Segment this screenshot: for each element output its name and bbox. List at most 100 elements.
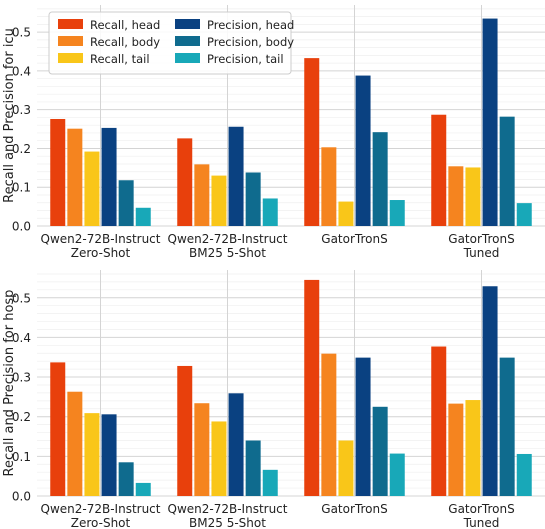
y-tick-label: 0.2: [12, 142, 31, 156]
y-tick-label: 0.3: [12, 371, 31, 385]
bar-recall-body: [67, 391, 83, 496]
bar-precision-head: [228, 393, 244, 496]
legend-frame: [48, 11, 292, 75]
legend-swatch-recall-head: [58, 19, 83, 29]
bar-recall-tail: [338, 201, 354, 226]
bar-precision-head: [355, 357, 371, 496]
bar-precision-head: [228, 126, 244, 226]
x-tick-label-3: GatorTronS: [321, 502, 387, 516]
series-recall-head-hosp: [50, 279, 447, 496]
bar-precision-body: [245, 172, 261, 226]
series-recall-head-icu: [50, 58, 447, 227]
x-tick-label-line: Qwen2-72B-Instruct: [168, 502, 288, 516]
x-tick-label-line: GatorTronS: [321, 502, 387, 516]
legend-label-precision-tail: Precision, tail: [207, 52, 284, 66]
bar-precision-tail: [516, 203, 532, 226]
bar-precision-body: [118, 180, 134, 226]
bar-precision-head: [482, 286, 498, 496]
legend-swatch-recall-tail: [58, 53, 83, 63]
x-tick-label-line: Zero-Shot: [71, 516, 131, 529]
bar-precision-tail: [262, 469, 278, 496]
bar-recall-tail: [211, 421, 227, 496]
bar-precision-head: [355, 75, 371, 226]
bar-precision-tail: [516, 453, 532, 496]
x-tick-label-line: Qwen2-72B-Instruct: [41, 232, 161, 246]
bar-recall-body: [321, 353, 337, 496]
bar-precision-head: [482, 18, 498, 226]
y-axis-label-icu: Recall and Precision for icu: [2, 28, 17, 203]
x-tick-label-1: Qwen2-72B-Instruct Zero-Shot: [41, 502, 161, 529]
x-tick-label-4: GatorTronS Tuned: [448, 232, 514, 260]
legend-swatch-precision-head: [175, 19, 200, 29]
y-tick-label: 0.2: [12, 410, 31, 424]
bar-precision-body: [499, 357, 515, 496]
y-tick-label: 0.4: [12, 331, 31, 345]
y-tick-label: 0.3: [12, 103, 31, 117]
x-tick-label-line: BM25 5-Shot: [189, 246, 266, 260]
x-tick-label-line: BM25 5-Shot: [189, 516, 266, 529]
legend-label-precision-body: Precision, body: [207, 35, 294, 49]
x-tick-label-line: Tuned: [463, 516, 500, 529]
y-tick-label: 0.0: [12, 220, 31, 234]
y-tick-label: 0.5: [12, 291, 31, 305]
bar-recall-body: [194, 403, 210, 496]
legend: Recall, head Recall, body Recall, tail Prec…: [48, 11, 294, 75]
y-tick-label: 0.4: [12, 64, 31, 78]
bar-recall-tail: [211, 175, 227, 226]
series-recall-body-icu: [67, 128, 464, 226]
bar-recall-head: [431, 346, 447, 496]
legend-label-recall-body: Recall, body: [90, 35, 160, 49]
legend-label-recall-head: Recall, head: [90, 18, 160, 32]
series-precision-body-icu: [118, 116, 515, 226]
bar-recall-tail: [465, 167, 481, 226]
bar-recall-body: [321, 147, 337, 226]
bar-precision-body: [372, 406, 388, 496]
y-tick-label: 0.0: [12, 490, 31, 504]
series-recall-tail-icu: [84, 151, 481, 226]
bar-precision-body: [499, 116, 515, 226]
bar-recall-head: [177, 138, 193, 226]
bar-precision-tail: [135, 482, 151, 496]
legend-swatch-precision-body: [175, 36, 200, 46]
x-tick-label-2: Qwen2-72B-Instruct BM25 5-Shot: [168, 502, 288, 529]
x-tick-label-line: GatorTronS: [448, 232, 514, 246]
bar-recall-body: [448, 403, 464, 496]
x-tick-label-3: GatorTronS: [321, 232, 387, 246]
bar-recall-head: [304, 279, 320, 496]
bar-recall-head: [304, 58, 320, 227]
series-precision-tail-hosp: [135, 453, 532, 496]
series-precision-head-hosp: [101, 286, 498, 496]
x-tick-label-line: Zero-Shot: [71, 246, 131, 260]
bar-precision-tail: [135, 207, 151, 226]
y-tick-label: 0.1: [12, 450, 31, 464]
series-recall-body-hosp: [67, 353, 464, 496]
x-tick-label-line: Tuned: [463, 246, 500, 260]
bar-recall-tail: [84, 151, 100, 226]
x-tick-label-4: GatorTronS Tuned: [448, 502, 514, 529]
series-precision-head-icu: [101, 18, 498, 226]
x-tick-label-line: GatorTronS: [448, 502, 514, 516]
bar-precision-head: [101, 414, 117, 496]
bar-precision-body: [118, 462, 134, 496]
x-tick-label-1: Qwen2-72B-Instruct Zero-Shot: [41, 232, 161, 260]
bar-precision-tail: [262, 198, 278, 226]
y-axis-label-hosp: Recall and Precision for hosp: [2, 290, 17, 477]
x-tick-label-line: GatorTronS: [321, 232, 387, 246]
x-tick-label-line: Qwen2-72B-Instruct: [41, 502, 161, 516]
bar-recall-body: [448, 166, 464, 226]
series-recall-tail-hosp: [84, 400, 481, 496]
bar-precision-body: [245, 440, 261, 496]
legend-swatch-precision-tail: [175, 53, 200, 63]
x-tick-label-2: Qwen2-72B-Instruct BM25 5-Shot: [168, 232, 288, 260]
legend-label-recall-tail: Recall, tail: [90, 52, 150, 66]
bar-recall-body: [194, 164, 210, 226]
y-tick-label: 0.1: [12, 181, 31, 195]
bar-precision-tail: [389, 453, 405, 496]
legend-label-precision-head: Precision, head: [207, 18, 294, 32]
bar-precision-tail: [389, 200, 405, 226]
bar-recall-head: [177, 365, 193, 496]
bar-precision-head: [101, 127, 117, 226]
bar-recall-head: [431, 114, 447, 226]
